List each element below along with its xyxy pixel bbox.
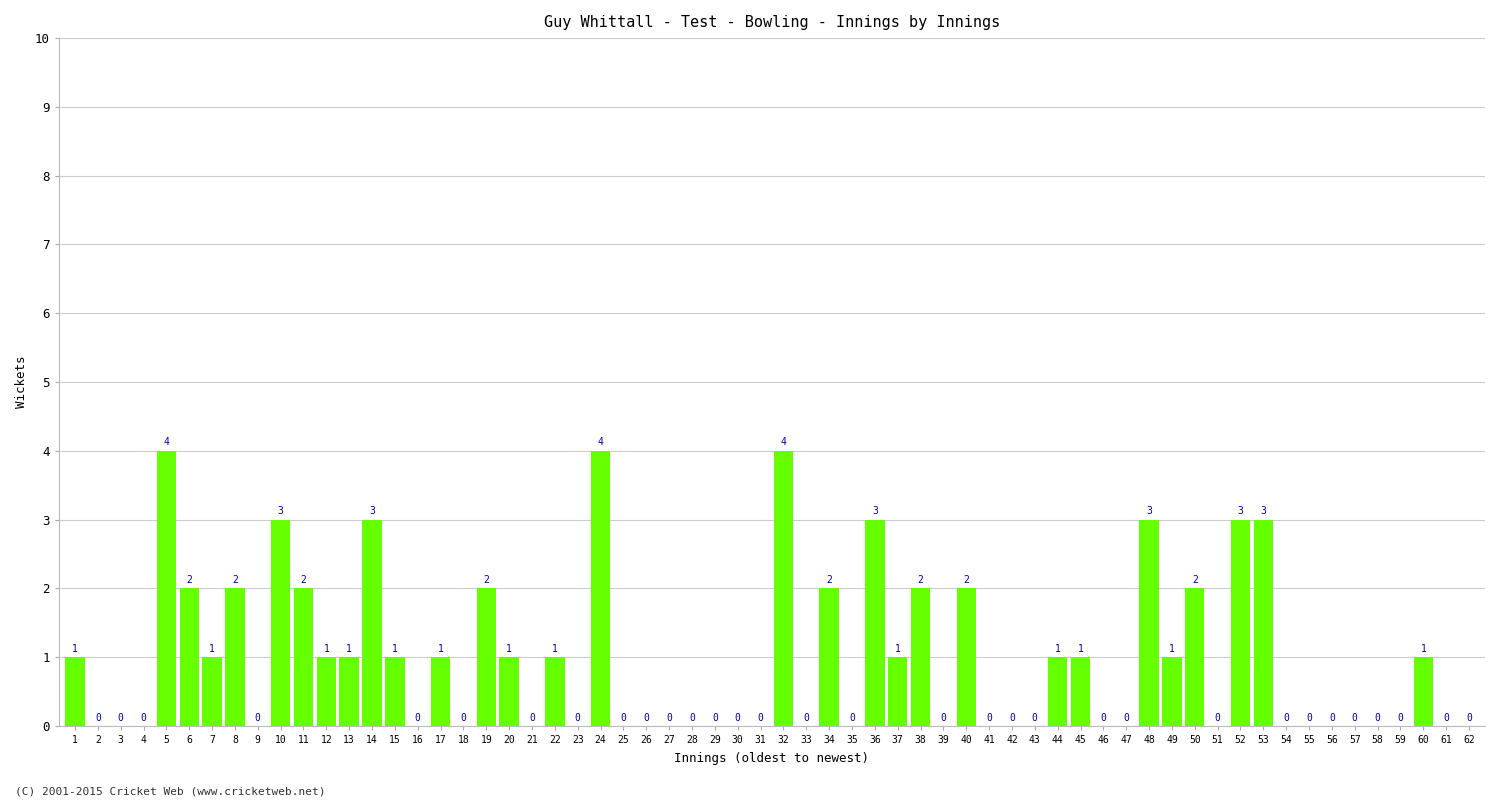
Text: 3: 3	[1260, 506, 1266, 516]
Bar	[156, 451, 176, 726]
Text: 0: 0	[1032, 713, 1038, 722]
Text: 1: 1	[209, 644, 214, 654]
Bar	[272, 520, 291, 726]
Bar	[294, 589, 314, 726]
Text: 1: 1	[1168, 644, 1174, 654]
Title: Guy Whittall - Test - Bowling - Innings by Innings: Guy Whittall - Test - Bowling - Innings …	[544, 15, 1000, 30]
Bar	[774, 451, 794, 726]
Text: 0: 0	[1124, 713, 1130, 722]
Text: 1: 1	[1054, 644, 1060, 654]
Text: 0: 0	[644, 713, 650, 722]
Text: (C) 2001-2015 Cricket Web (www.cricketweb.net): (C) 2001-2015 Cricket Web (www.cricketwe…	[15, 786, 326, 796]
Text: 0: 0	[1282, 713, 1288, 722]
Text: 0: 0	[460, 713, 466, 722]
Text: 1: 1	[1420, 644, 1426, 654]
Text: 2: 2	[232, 575, 238, 585]
Text: 3: 3	[369, 506, 375, 516]
Text: 2: 2	[186, 575, 192, 585]
Text: 4: 4	[164, 438, 170, 447]
Text: 4: 4	[597, 438, 603, 447]
Text: 0: 0	[530, 713, 536, 722]
Text: 2: 2	[300, 575, 306, 585]
Text: 0: 0	[666, 713, 672, 722]
Text: 1: 1	[1077, 644, 1083, 654]
Bar	[1140, 520, 1160, 726]
Text: 0: 0	[1443, 713, 1449, 722]
Text: 0: 0	[1306, 713, 1312, 722]
Text: 3: 3	[1238, 506, 1244, 516]
Text: 0: 0	[804, 713, 808, 722]
Text: 0: 0	[986, 713, 992, 722]
Text: 1: 1	[438, 644, 444, 654]
Bar	[500, 658, 519, 726]
Bar	[202, 658, 222, 726]
Text: 2: 2	[483, 575, 489, 585]
Bar	[316, 658, 336, 726]
Bar	[1162, 658, 1182, 726]
Text: 1: 1	[894, 644, 900, 654]
Text: 1: 1	[392, 644, 398, 654]
Text: 0: 0	[849, 713, 855, 722]
Text: 1: 1	[552, 644, 558, 654]
Text: 0: 0	[1010, 713, 1016, 722]
Text: 0: 0	[1101, 713, 1107, 722]
Bar	[430, 658, 450, 726]
Text: 0: 0	[94, 713, 100, 722]
Bar	[66, 658, 84, 726]
Text: 0: 0	[1352, 713, 1358, 722]
Text: 0: 0	[621, 713, 627, 722]
Bar	[1071, 658, 1090, 726]
Bar	[1254, 520, 1274, 726]
Text: 2: 2	[963, 575, 969, 585]
Text: 0: 0	[255, 713, 261, 722]
Text: 2: 2	[827, 575, 833, 585]
Bar	[957, 589, 976, 726]
Bar	[544, 658, 564, 726]
Text: 0: 0	[758, 713, 764, 722]
Bar	[1048, 658, 1068, 726]
Bar	[386, 658, 405, 726]
Bar	[591, 451, 610, 726]
Text: 2: 2	[918, 575, 924, 585]
Bar	[1185, 589, 1204, 726]
Bar	[888, 658, 908, 726]
Text: 0: 0	[940, 713, 946, 722]
Bar	[865, 520, 885, 726]
Text: 0: 0	[1398, 713, 1404, 722]
Text: 0: 0	[688, 713, 694, 722]
Text: 1: 1	[346, 644, 352, 654]
Y-axis label: Wickets: Wickets	[15, 356, 28, 408]
Text: 4: 4	[780, 438, 786, 447]
Text: 2: 2	[1192, 575, 1197, 585]
Text: 0: 0	[1466, 713, 1472, 722]
Text: 0: 0	[1329, 713, 1335, 722]
Bar	[339, 658, 358, 726]
Bar	[1232, 520, 1250, 726]
Text: 0: 0	[1374, 713, 1380, 722]
Text: 0: 0	[735, 713, 741, 722]
Text: 1: 1	[72, 644, 78, 654]
Text: 0: 0	[1215, 713, 1221, 722]
Bar	[225, 589, 245, 726]
Text: 0: 0	[141, 713, 147, 722]
Bar	[363, 520, 382, 726]
Text: 0: 0	[574, 713, 580, 722]
Text: 0: 0	[416, 713, 420, 722]
Text: 3: 3	[278, 506, 284, 516]
Text: 3: 3	[1146, 506, 1152, 516]
Bar	[910, 589, 930, 726]
Bar	[1413, 658, 1432, 726]
Text: 0: 0	[117, 713, 123, 722]
Text: 0: 0	[712, 713, 718, 722]
Text: 3: 3	[871, 506, 877, 516]
Bar	[477, 589, 496, 726]
X-axis label: Innings (oldest to newest): Innings (oldest to newest)	[675, 752, 870, 765]
Bar	[180, 589, 200, 726]
Bar	[819, 589, 839, 726]
Text: 1: 1	[506, 644, 512, 654]
Text: 1: 1	[324, 644, 330, 654]
